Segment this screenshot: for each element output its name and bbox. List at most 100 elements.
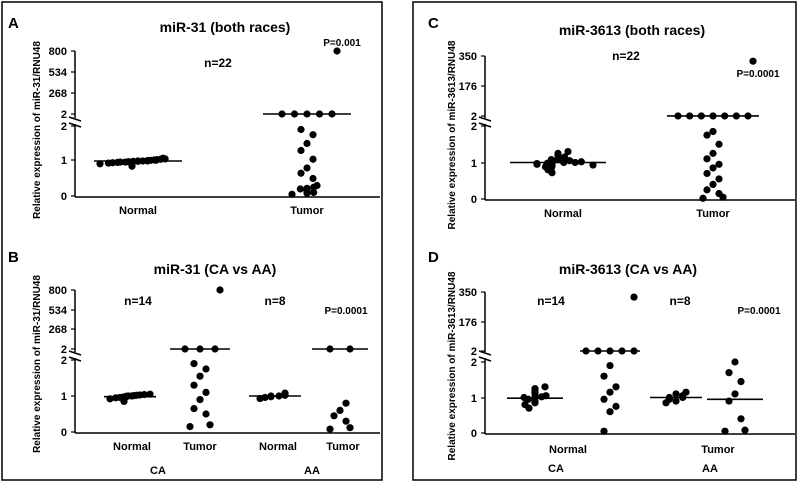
data-point <box>202 410 210 418</box>
chart-c-tick-350: 350 <box>459 51 477 63</box>
chart-b-tick-800: 800 <box>49 285 67 297</box>
data-point <box>303 139 311 148</box>
data-point <box>715 160 723 168</box>
data-point <box>682 388 690 396</box>
chart-c-ticks <box>481 55 485 200</box>
chart-d-tick-176: 176 <box>459 317 477 329</box>
left-panel-frame <box>1 1 383 481</box>
chart-b-group-ca: CA <box>150 465 166 477</box>
chart-c-category-normal: Normal <box>544 208 582 220</box>
chart-b-p-value: P=0.0001 <box>324 306 368 317</box>
chart-c-ylabel-text: Relative expression of miR-3613/RNU48 <box>447 40 458 229</box>
chart-b-category-tumor-aa: Tumor <box>326 441 360 453</box>
data-point <box>196 372 204 380</box>
data-point <box>309 155 317 163</box>
data-point <box>715 175 723 183</box>
data-point <box>672 390 680 398</box>
data-point <box>309 174 317 183</box>
data-point <box>672 397 680 405</box>
chart-b-tick-2-upper: 2 <box>61 344 67 356</box>
chart-d-tick-2-upper: 2 <box>471 346 477 358</box>
data-point <box>606 388 614 396</box>
chart-a-tick-2-lower: 2 <box>61 121 67 133</box>
data-point <box>303 164 311 172</box>
chart-b-tick-2-lower: 2 <box>61 355 67 367</box>
data-point <box>600 372 608 380</box>
chart-a-points <box>94 47 351 198</box>
data-point <box>190 405 198 413</box>
data-point <box>275 392 283 400</box>
data-point <box>731 358 739 366</box>
data-point <box>612 402 620 410</box>
chart-d-group-tumor: Tumor <box>701 444 735 456</box>
data-point <box>561 153 569 161</box>
data-point <box>542 392 550 400</box>
chart-d-tick-1: 1 <box>471 393 477 405</box>
chart-c-tick-2-lower: 2 <box>471 121 477 133</box>
data-point <box>140 390 148 399</box>
data-point <box>310 188 318 197</box>
data-point <box>146 390 154 398</box>
chart-b-title: miR-31 (CA vs AA) <box>154 261 277 277</box>
data-point <box>196 396 204 404</box>
chart-c-n-label: n=22 <box>612 49 640 63</box>
data-point <box>600 395 608 403</box>
chart-d-p-value: P=0.0001 <box>737 306 781 317</box>
chart-c-p-value: P=0.0001 <box>736 69 780 80</box>
chart-b-category-normal-ca: Normal <box>113 441 151 453</box>
chart-d-n-aa: n=8 <box>669 294 690 308</box>
data-point <box>520 393 528 402</box>
chart-d-ylabel-text: Relative expression of miR-3613/RNU48 <box>447 271 458 460</box>
chart-a-n-label: n=22 <box>204 56 232 70</box>
chart-c-tick-2-upper: 2 <box>471 111 477 123</box>
chart-a-tick-268: 268 <box>49 88 67 100</box>
chart-d-sub-aa: AA <box>702 463 718 475</box>
chart-b-category-tumor-ca: Tumor <box>183 441 217 453</box>
chart-a: A miR-31 (both races) Relative expressio… <box>8 15 380 219</box>
chart-c-tick-1: 1 <box>471 158 477 170</box>
data-point <box>709 149 717 157</box>
data-point <box>612 383 620 391</box>
chart-b-points <box>104 286 368 433</box>
data-point <box>315 110 324 118</box>
data-point <box>196 345 204 353</box>
chart-b-ylabel-text: Relative expression of miR-31/RNU48 <box>32 275 43 453</box>
chart-b-group-aa: AA <box>304 465 320 477</box>
data-point <box>737 377 745 386</box>
data-point <box>715 140 723 148</box>
data-point <box>703 186 711 194</box>
panel-label-b: B <box>8 249 19 266</box>
data-point <box>330 412 338 420</box>
panel-label-a: A <box>8 15 19 32</box>
data-point <box>303 110 311 118</box>
data-point <box>206 421 214 429</box>
data-point <box>342 399 350 407</box>
chart-a-ylabel-text: Relative expression of miR-31/RNU48 <box>32 41 43 219</box>
chart-b-tick-1: 1 <box>61 391 67 403</box>
data-point <box>709 127 717 136</box>
data-point <box>749 57 757 65</box>
data-point <box>313 181 321 190</box>
chart-a-tick-1: 1 <box>61 155 67 167</box>
data-point <box>744 112 752 120</box>
data-point <box>582 347 590 355</box>
data-point <box>600 427 608 435</box>
data-point <box>725 369 733 377</box>
chart-a-tick-0: 0 <box>61 191 67 203</box>
data-point <box>737 415 745 423</box>
data-point <box>732 112 740 120</box>
data-point <box>606 347 614 355</box>
chart-c-tick-0: 0 <box>471 194 477 206</box>
chart-c: C miR-3613 (both races) Relative express… <box>428 15 795 229</box>
chart-a-ylabel: Relative expression of miR-31/RNU48 <box>32 41 43 219</box>
chart-a-tick-800: 800 <box>49 46 67 58</box>
data-point <box>630 293 638 301</box>
data-point <box>297 169 305 177</box>
data-point <box>288 190 296 198</box>
chart-b-tick-0: 0 <box>61 427 67 439</box>
chart-a-tick-534: 534 <box>49 67 68 79</box>
data-point <box>731 390 739 398</box>
chart-c-title: miR-3613 (both races) <box>559 22 705 38</box>
data-point <box>106 395 114 403</box>
